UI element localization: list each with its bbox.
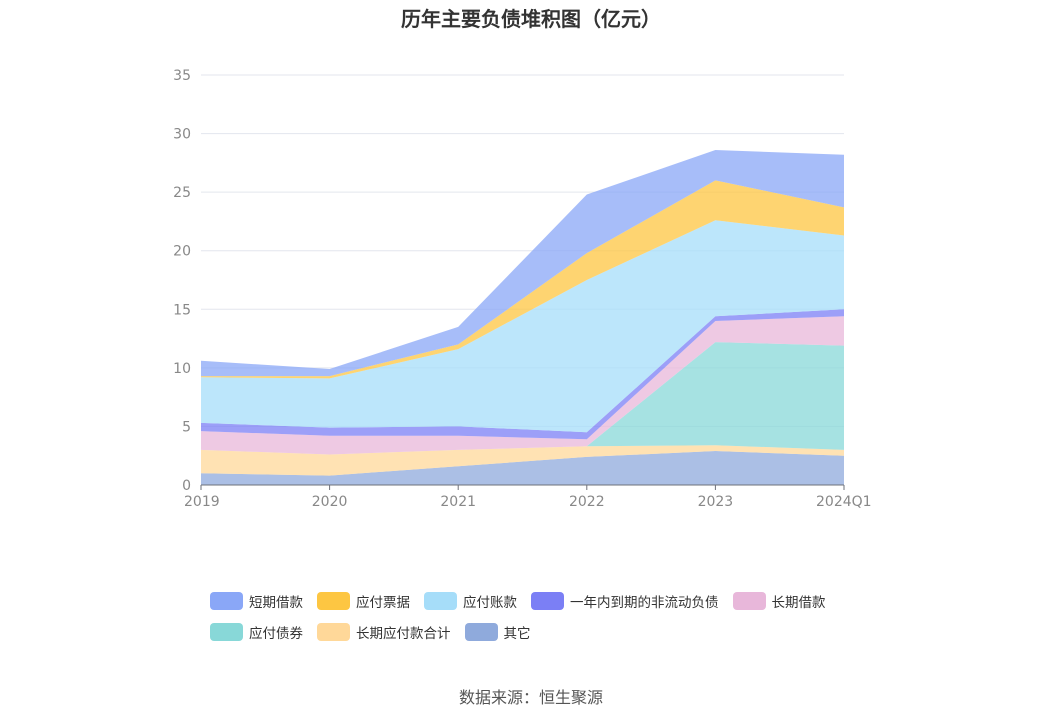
series-area-0 — [201, 451, 844, 485]
axes: 0 5 10 15 20 25 30 35 2019 2020 2021 2022 2023 2024Q1 — [173, 68, 871, 510]
series-area-2 — [201, 342, 844, 455]
series-area-4 — [201, 309, 844, 440]
legend-item[interactable]: 应付债券 — [210, 622, 303, 642]
x-tick-label: 2024Q1 — [816, 494, 872, 510]
legend-swatch — [464, 623, 498, 641]
y-tick-label: 30 — [173, 127, 191, 143]
legend-label: 应付账款 — [463, 595, 517, 611]
legend-swatch — [317, 623, 350, 641]
y-tick-label: 25 — [173, 185, 191, 201]
legend: 短期借款 应付票据 应付账款 一年内到期的非流动负债 长期借款应付债券 长期应付款合计 其它 — [210, 591, 910, 642]
source-note: 数据来源：恒生聚源 — [458, 688, 603, 707]
x-tick-label: 2023 — [698, 494, 734, 510]
y-tick-label: 35 — [173, 68, 191, 84]
legend-label: 应付债券 — [249, 626, 303, 642]
legend-item[interactable]: 其它 — [464, 622, 531, 642]
legend-label: 长期借款 — [771, 595, 826, 611]
y-tick-label: 5 — [182, 419, 191, 435]
y-tick-label: 0 — [182, 478, 191, 494]
legend-swatch — [210, 592, 243, 610]
x-tick-label: 2022 — [569, 494, 605, 510]
legend-swatch — [424, 592, 457, 610]
series-area-6 — [201, 180, 844, 379]
legend-swatch — [531, 592, 564, 610]
chart-title: 历年主要负债堆积图（亿元） — [401, 7, 661, 31]
legend-item[interactable]: 长期应付款合计 — [317, 622, 451, 642]
legend-label: 一年内到期的非流动负债 — [570, 595, 719, 611]
legend-item[interactable]: 应付账款 — [424, 591, 517, 611]
legend-swatch — [732, 592, 766, 610]
legend-item[interactable]: 长期借款 — [732, 591, 826, 611]
y-tick-label: 15 — [173, 302, 191, 318]
series-area-5 — [201, 220, 844, 433]
legend-item[interactable]: 短期借款 — [210, 591, 303, 611]
series-area-7 — [201, 150, 844, 377]
stacked-area-chart: 0 5 10 15 20 25 30 35 2019 2020 2021 2022 2023 2024Q1 — [173, 68, 871, 510]
legend-label: 应付票据 — [356, 595, 410, 611]
y-tick-label: 10 — [173, 361, 191, 377]
legend-label: 短期借款 — [249, 595, 303, 611]
x-tick-label: 2021 — [440, 494, 476, 510]
y-tick-label: 20 — [173, 244, 191, 260]
series-areas — [201, 150, 844, 485]
x-tick-label: 2019 — [184, 494, 220, 510]
legend-swatch — [210, 623, 243, 641]
x-tick-label: 2020 — [312, 494, 348, 510]
legend-label: 长期应付款合计 — [356, 626, 451, 642]
legend-item[interactable]: 一年内到期的非流动负债 — [531, 591, 719, 611]
legend-item[interactable]: 应付票据 — [317, 591, 410, 611]
legend-label: 其它 — [503, 626, 531, 642]
legend-swatch — [317, 592, 350, 610]
series-area-1 — [201, 445, 844, 476]
series-area-3 — [201, 316, 844, 455]
